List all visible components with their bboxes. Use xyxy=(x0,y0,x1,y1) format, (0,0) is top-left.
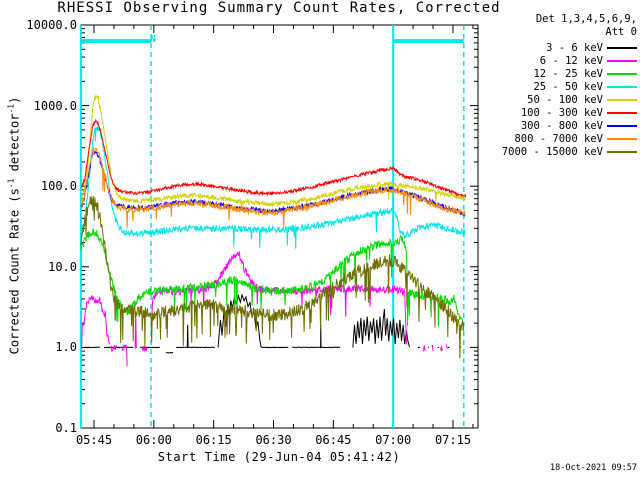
legend-attenuator-label: Att 0 xyxy=(605,26,637,38)
legend-entry: 300 - 800 keV xyxy=(485,119,637,132)
series-line-7000-15000keV xyxy=(80,195,465,359)
legend-entries: 3 - 6 keV 6 - 12 keV 12 - 25 keV 25 - 50 ke… xyxy=(485,41,637,158)
legend-entry-swatch xyxy=(607,150,637,153)
x-tick-label: 06:00 xyxy=(135,433,172,447)
x-tick-label: 05:45 xyxy=(75,433,113,447)
series-line-6-12keV xyxy=(445,344,449,349)
series-line-300-800keV xyxy=(81,150,466,217)
series-line-6-12keV xyxy=(440,345,443,352)
x-tick-label: 06:15 xyxy=(195,433,232,447)
legend-entry-swatch xyxy=(607,72,637,75)
x-axis-title: Start Time (29-Jun-04 05:41:42) xyxy=(157,450,401,464)
legend-detectors-label: Det 1,3,4,5,6,9, xyxy=(535,13,637,25)
legend-entry: 800 - 7000 keV xyxy=(485,132,637,145)
legend-entry-swatch xyxy=(607,137,637,140)
legend-entry-label: 12 - 25 keV xyxy=(533,67,603,80)
series-line-6-12keV xyxy=(110,344,118,352)
y-axis-title-text2: detector xyxy=(7,113,22,179)
legend: Det 1,3,4,5,6,9, Att 0 3 - 6 keV 6 - 12 k… xyxy=(485,13,637,158)
x-tick-label: 07:15 xyxy=(434,433,472,447)
x-tick-label: 06:45 xyxy=(315,433,352,447)
y-tick-label: 100.0 xyxy=(40,179,77,194)
series-line-3-6keV xyxy=(292,325,341,349)
legend-entry-label: 300 - 800 keV xyxy=(520,119,603,132)
legend-entry: 25 - 50 keV xyxy=(485,80,637,93)
series-line-6-12keV xyxy=(81,295,111,350)
y-axis-title: Corrected Count Rate (s-1 detector-1) xyxy=(7,76,22,376)
render-timestamp: 18-Oct-2021 09:57 xyxy=(550,463,637,473)
series-line-6-12keV xyxy=(121,344,128,367)
legend-entry: 7000 - 15000 keV xyxy=(485,145,637,158)
series-line-3-6keV xyxy=(176,324,215,349)
legend-entry-swatch xyxy=(607,85,637,88)
legend-entry: 100 - 300 keV xyxy=(485,106,637,119)
chart-title: RHESSI Observing Summary Count Rates, Co… xyxy=(57,0,501,16)
legend-entry-label: 7000 - 15000 keV xyxy=(501,145,603,158)
legend-entry: 12 - 25 keV xyxy=(485,67,637,80)
series-line-6-12keV xyxy=(422,345,426,352)
series-line-6-12keV xyxy=(431,344,434,351)
series-line-50-100keV xyxy=(81,94,466,213)
night-flag-label: N xyxy=(150,34,157,45)
legend-entry-label: 50 - 100 keV xyxy=(527,93,603,106)
series-line-25-50keV xyxy=(81,125,466,249)
legend-entry-label: 6 - 12 keV xyxy=(539,54,603,67)
legend-entry-swatch xyxy=(607,111,637,114)
legend-entry-label: 3 - 6 keV xyxy=(546,41,603,54)
legend-entry: 50 - 100 keV xyxy=(485,93,637,106)
legend-entry-label: 800 - 7000 keV xyxy=(514,132,603,145)
legend-entry: 6 - 12 keV xyxy=(485,54,637,67)
legend-entry-label: 25 - 50 keV xyxy=(533,80,603,93)
y-tick-label: 1.0 xyxy=(55,340,77,355)
series-line-12-25keV xyxy=(80,228,465,327)
x-tick-label: 06:30 xyxy=(255,433,292,447)
y-tick-label: 10.0 xyxy=(48,259,77,274)
legend-entry-swatch xyxy=(607,59,637,62)
series-line-6-12keV xyxy=(134,311,137,350)
legend-entry-label: 100 - 300 keV xyxy=(520,106,603,119)
x-tick-label: 07:00 xyxy=(375,433,412,447)
series-line-100-300keV xyxy=(81,118,467,198)
legend-entry: 3 - 6 keV xyxy=(485,41,637,54)
y-tick-label: 10000.0 xyxy=(26,18,77,32)
series-line-6-12keV xyxy=(141,345,148,353)
series-line-800-7000keV xyxy=(81,147,466,229)
y-tick-label: 0.1 xyxy=(55,421,77,435)
legend-entry-swatch xyxy=(607,98,637,101)
legend-entry-swatch xyxy=(607,124,637,127)
y-tick-label: 1000.0 xyxy=(33,98,77,113)
legend-entry-swatch xyxy=(607,46,637,49)
series-line-3-6keV xyxy=(352,309,410,348)
